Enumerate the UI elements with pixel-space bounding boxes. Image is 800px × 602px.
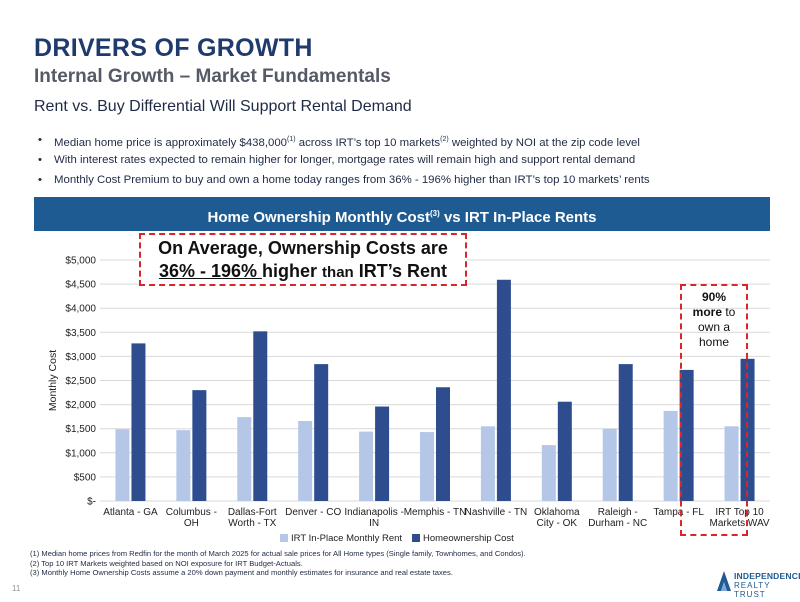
y-tick-label: $3,000 [65,352,96,363]
bar-ownership [436,387,450,501]
y-tick-label: $4,500 [65,280,96,291]
x-tick-label: Columbus - [166,507,217,518]
bar-rent [298,420,313,501]
wav-highlight-box [680,284,748,536]
x-tick-label: Durham - NC [588,518,647,529]
bar-ownership [131,343,146,501]
x-tick-label: City - OK [537,518,578,529]
page-number: 11 [12,584,21,593]
bar-ownership [679,369,694,501]
bar-ownership [253,331,268,501]
y-tick-label: $5,000 [65,256,96,267]
bar-rent [480,426,495,501]
section-subheading: Rent vs. Buy Differential Will Support R… [34,98,412,115]
y-tick-label: $2,500 [65,376,96,387]
legend-label: IRT In-Place Monthly Rent [291,533,402,544]
x-tick-label: Oklahoma [534,507,580,518]
bar-rent [724,426,739,501]
bar-ownership [192,390,207,501]
bar-rent [176,430,191,501]
footnote: (1) Median home prices from Redfin for t… [30,549,526,558]
footnotes: (1) Median home prices from Redfin for t… [30,549,526,578]
page-subtitle: Internal Growth – Market Fundamentals [34,66,391,87]
logo-line1: INDEPENDENCE [734,571,800,581]
bar-rent [359,431,374,501]
bar-rent [115,429,130,501]
x-tick-label: OH [184,518,199,529]
legend-label: Homeownership Cost [423,533,514,544]
bar-ownership [618,364,633,501]
x-tick-label: Denver - CO [285,507,341,518]
wav-note: 90% more to own a home [692,290,736,349]
x-tick-label: Markets WAV [710,518,770,529]
x-tick-label: Memphis - TN [404,507,467,518]
y-tick-label: $1,000 [65,448,96,459]
y-tick-label: $1,500 [65,424,96,435]
bar-rent [602,428,617,501]
y-tick-label: $2,000 [65,400,96,411]
x-tick-label: Dallas-Fort [228,507,277,518]
logo-line2: REALTY TRUST [734,581,771,599]
bar-rent [420,432,434,501]
bar-rent [663,410,678,501]
x-tick-label: Tampa - FL [653,507,704,518]
bar-rent [237,417,252,501]
callout-line2: 36% - 196% higher than IRT’s Rent [158,261,448,281]
y-axis-label: Monthly Cost [47,350,59,411]
bullet-item: Median home price is approximately $438,… [38,132,778,152]
x-tick-label: Raleigh - [598,507,638,518]
x-tick-label: IRT Top 10 [715,507,764,518]
legend-swatch-ownership [412,534,420,542]
x-tick-label: Nashville - TN [465,507,528,518]
logo-mark-icon [717,571,731,591]
footnote: (3) Monthly Home Ownership Costs assume … [30,568,453,578]
legend-swatch-rent [280,534,288,542]
company-logo: INDEPENDENCE REALTY TRUST [716,568,800,599]
y-tick-label: $- [87,497,96,508]
page-title: DRIVERS OF GROWTH [34,34,313,62]
bar-ownership [557,401,572,501]
bar-rent [541,445,556,501]
y-tick-label: $3,500 [65,328,96,339]
x-tick-label: Worth - TX [228,518,276,529]
x-tick-label: IN [369,518,379,529]
bullet-list: Median home price is approximately $438,… [38,132,778,192]
x-tick-label: Atlanta - GA [103,507,158,518]
bar-ownership [375,406,390,501]
callout-line1: On Average, Ownership Costs are [158,238,448,258]
bar-ownership [314,364,329,501]
y-tick-label: $4,000 [65,304,96,315]
bullet-item: With interest rates expected to remain h… [38,152,778,172]
callout-box: On Average, Ownership Costs are 36% - 19… [139,233,467,286]
footnote: (2) Top 10 IRT Markets weighted based on… [30,558,303,568]
bullet-item: Monthly Cost Premium to buy and own a ho… [38,172,778,192]
chart-banner: Home Ownership Monthly Cost(3) vs IRT In… [34,197,770,231]
bar-ownership [496,279,511,501]
x-tick-label: Indianapolis - [344,507,403,518]
y-tick-label: $500 [74,472,97,483]
